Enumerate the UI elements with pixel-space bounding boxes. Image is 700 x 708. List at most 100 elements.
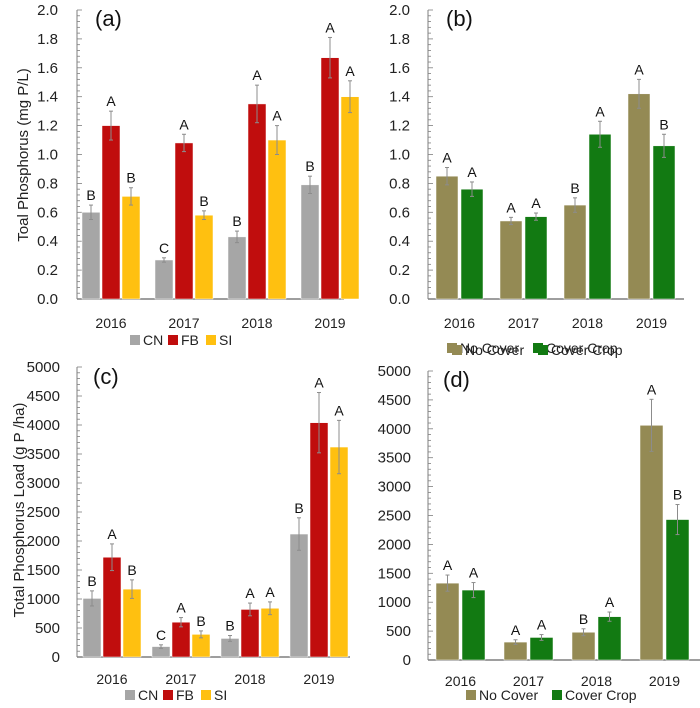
legend-label: No Cover [465,342,524,358]
significance-letter: A [272,108,282,124]
x-tick-label: 2018 [241,315,272,331]
significance-letter: B [199,193,208,209]
y-tick-label: 1.6 [37,60,58,77]
significance-letter: A [442,150,452,166]
legend-swatch [552,690,562,700]
legend-label: Cover Crop [565,687,637,703]
legend-label: SI [214,687,227,703]
bar-si [121,196,141,300]
significance-letter: B [225,618,234,634]
legend-swatch [466,690,476,700]
significance-letter: A [176,600,186,616]
significance-letter: A [647,381,657,397]
y-tick-label: 2500 [378,508,411,525]
y-tick-label: 0 [403,652,411,669]
significance-letter: B [86,187,95,203]
significance-letter: A [443,557,453,573]
significance-letter: B [570,180,579,196]
x-tick-label: 2018 [572,315,603,331]
legend-label: No Cover [460,340,519,356]
bar-cn [154,259,174,300]
y-tick-label: 2500 [27,504,60,521]
bar-cover-crop [460,188,484,300]
significance-letter: B [579,611,588,627]
bar-cover-crop [524,216,548,300]
y-tick-label: 0.2 [37,262,58,279]
significance-letter: A [595,103,605,119]
panel-c: 0 500 1000 1500 2000 2500 3000 3500 4000 4500 5000… [11,359,350,703]
x-tick-label: 2016 [95,315,126,331]
significance-letter: A [634,61,644,77]
legend-label: CN [143,332,163,348]
panel-label: (b) [446,6,473,31]
legend-swatch [538,345,548,355]
y-tick-label: 2.0 [389,2,410,19]
y-tick-label: 3500 [378,450,411,467]
y-axis-title: Toal Phosphorus (mg P/L) [15,68,32,241]
bar-no-cover [627,93,651,300]
significance-letter: A [106,93,116,109]
y-tick-label: 4000 [27,417,60,434]
panel-d: 0 500 1000 1500 2000 2500 3000 3500 4000 4500 5000… [378,342,700,703]
bar-si [122,588,142,658]
bar-fb [101,125,121,300]
bar-no-cover [435,175,459,300]
y-tick-label: 1.4 [37,89,58,106]
bar-fb [247,103,267,300]
y-tick-label: 1500 [378,565,411,582]
significance-letter: B [87,573,96,589]
significance-letter: A [531,195,541,211]
y-tick-label: 500 [35,620,60,637]
significance-letter: B [232,213,241,229]
y-tick-label: 4000 [378,421,411,438]
y-tick-label: 1.6 [389,60,410,77]
y-tick-label: 1000 [378,594,411,611]
y-tick-label: 3500 [27,446,60,463]
y-tick-label: 3000 [27,475,60,492]
legend-swatch [168,335,178,345]
y-tick-label: 2.0 [37,2,58,19]
bar-cn [81,212,101,300]
y-tick-label: 500 [386,623,411,640]
x-tick-label: 2017 [508,315,539,331]
y-tick-label: 0.8 [37,175,58,192]
y-tick-label: 0.6 [37,204,58,221]
y-tick-label: 5000 [27,359,60,376]
y-tick-label: 1.2 [389,118,410,135]
bar-fb [174,142,194,300]
y-tick-label: 1.0 [389,147,410,164]
panel-a: 0.0 0.2 0.4 0.6 0.8 1.0 1.2 1.4 1.6 1.8 2.0 Toal Ph… [15,2,360,348]
panel-label: (c) [93,364,119,389]
y-tick-label: 1.0 [37,147,58,164]
significance-letter: A [537,617,547,633]
bar-cover-crop [597,616,622,661]
legend-swatch [125,690,135,700]
bar-fb [102,556,122,658]
bar-cover-crop [461,589,486,661]
x-tick-label: 2016 [445,673,476,689]
x-tick-label: 2019 [314,315,345,331]
significance-letter: B [294,500,303,516]
significance-letter: B [126,170,135,186]
legend-label: Cover Crop [551,342,623,358]
y-tick-label: 0.8 [389,175,410,192]
legend-swatch [452,345,462,355]
y-tick-label: 0 [52,649,60,666]
x-tick-label: 2019 [303,671,334,687]
y-tick-label: 1.4 [389,89,410,106]
legend-swatch [206,335,216,345]
x-tick-label: 2019 [649,673,680,689]
y-tick-label: 0.4 [37,233,58,250]
y-tick-label: 0.0 [389,291,410,308]
bar-no-cover [499,220,523,300]
significance-letter: A [511,622,521,638]
significance-letter: C [156,627,166,643]
significance-letter: A [506,199,516,215]
y-tick-label: 0.4 [389,233,410,250]
y-tick-label: 1500 [27,562,60,579]
x-tick-label: 2019 [636,315,667,331]
significance-letter: B [127,562,136,578]
panel-label: (a) [95,6,122,31]
significance-letter: B [196,613,205,629]
bar-no-cover [639,425,664,661]
